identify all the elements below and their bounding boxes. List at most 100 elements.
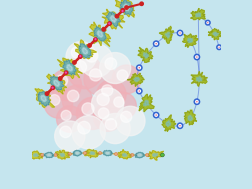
Polygon shape	[127, 73, 144, 87]
Circle shape	[59, 126, 71, 138]
Circle shape	[99, 53, 130, 84]
Circle shape	[115, 106, 144, 136]
Circle shape	[72, 116, 105, 149]
Polygon shape	[110, 16, 116, 22]
Circle shape	[76, 97, 108, 129]
Circle shape	[155, 43, 156, 44]
Circle shape	[56, 106, 83, 132]
Circle shape	[101, 85, 112, 96]
Circle shape	[136, 88, 141, 94]
Circle shape	[68, 152, 71, 156]
Polygon shape	[79, 44, 91, 58]
Polygon shape	[50, 76, 64, 90]
Polygon shape	[47, 154, 51, 156]
Circle shape	[105, 119, 116, 130]
Circle shape	[77, 121, 90, 134]
Polygon shape	[159, 26, 173, 43]
Polygon shape	[44, 152, 54, 158]
Polygon shape	[182, 34, 197, 48]
Circle shape	[155, 114, 156, 116]
Circle shape	[108, 22, 110, 25]
Circle shape	[62, 85, 92, 115]
Circle shape	[160, 153, 164, 157]
Circle shape	[121, 10, 123, 12]
Circle shape	[115, 15, 118, 18]
Polygon shape	[123, 4, 129, 11]
Polygon shape	[143, 53, 148, 58]
Polygon shape	[33, 153, 38, 156]
Circle shape	[45, 92, 49, 95]
Polygon shape	[84, 149, 100, 158]
Circle shape	[94, 38, 96, 40]
Polygon shape	[82, 48, 87, 54]
Polygon shape	[102, 9, 124, 29]
Circle shape	[82, 103, 94, 115]
Circle shape	[54, 121, 85, 151]
Circle shape	[145, 153, 148, 157]
Polygon shape	[152, 153, 157, 157]
Circle shape	[54, 153, 57, 157]
Circle shape	[79, 44, 112, 77]
Circle shape	[153, 112, 158, 118]
Circle shape	[65, 71, 67, 74]
Polygon shape	[65, 64, 74, 72]
Circle shape	[216, 45, 220, 50]
Polygon shape	[57, 58, 82, 79]
Polygon shape	[75, 152, 79, 154]
Circle shape	[205, 20, 209, 25]
Polygon shape	[41, 95, 46, 102]
Circle shape	[130, 153, 133, 157]
Circle shape	[79, 55, 81, 57]
Circle shape	[138, 90, 139, 92]
Polygon shape	[196, 77, 201, 82]
Polygon shape	[138, 94, 153, 112]
Circle shape	[120, 111, 131, 122]
Polygon shape	[115, 0, 134, 17]
Polygon shape	[103, 150, 112, 156]
Circle shape	[56, 75, 67, 87]
Polygon shape	[96, 30, 103, 38]
Circle shape	[93, 38, 97, 41]
Circle shape	[102, 28, 105, 31]
Circle shape	[68, 55, 102, 89]
Polygon shape	[89, 152, 95, 155]
Polygon shape	[89, 22, 110, 46]
Polygon shape	[137, 154, 141, 156]
Circle shape	[153, 41, 158, 46]
Polygon shape	[190, 8, 205, 20]
Polygon shape	[46, 74, 67, 94]
Circle shape	[84, 63, 116, 95]
Circle shape	[139, 2, 143, 5]
Circle shape	[91, 88, 123, 120]
Circle shape	[100, 113, 130, 144]
Circle shape	[61, 110, 71, 120]
Polygon shape	[183, 110, 196, 125]
Polygon shape	[117, 149, 131, 159]
Circle shape	[179, 125, 180, 126]
Circle shape	[98, 108, 109, 119]
Polygon shape	[109, 15, 117, 22]
Polygon shape	[73, 150, 82, 156]
Circle shape	[177, 123, 182, 128]
Circle shape	[71, 47, 82, 58]
Polygon shape	[53, 80, 60, 87]
Polygon shape	[97, 31, 102, 37]
Circle shape	[136, 65, 141, 70]
Circle shape	[109, 92, 136, 119]
Circle shape	[73, 61, 86, 74]
Circle shape	[72, 61, 76, 64]
Polygon shape	[147, 151, 163, 160]
Polygon shape	[59, 153, 65, 156]
Polygon shape	[74, 40, 96, 59]
Polygon shape	[81, 47, 89, 54]
Circle shape	[89, 69, 101, 81]
Polygon shape	[187, 115, 192, 121]
Circle shape	[96, 80, 126, 109]
Polygon shape	[66, 64, 72, 71]
Polygon shape	[212, 32, 218, 36]
Polygon shape	[122, 5, 129, 11]
Circle shape	[93, 103, 121, 131]
Circle shape	[114, 152, 117, 156]
Circle shape	[218, 47, 219, 48]
Polygon shape	[133, 77, 139, 82]
